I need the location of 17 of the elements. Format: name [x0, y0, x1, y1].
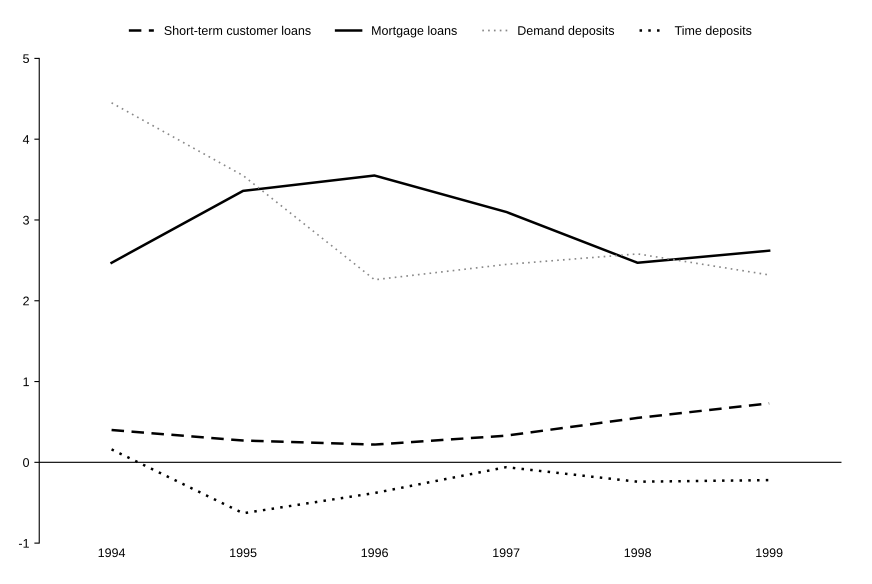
x-tick-label: 1998	[624, 548, 651, 558]
y-tick-label: 0	[23, 458, 30, 467]
x-tick-label: 1995	[230, 548, 256, 558]
y-tick-label: 2	[23, 296, 29, 306]
x-tick-label: 1996	[362, 548, 388, 558]
legend-label: Mortgage loans	[372, 26, 457, 38]
x-tick-label: 1997	[493, 548, 520, 558]
y-tick-label: 1	[24, 377, 29, 386]
y-tick-label: 5	[23, 54, 29, 64]
legend-label: Time deposits	[674, 26, 752, 38]
legend-label: Demand deposits	[518, 26, 614, 38]
x-tick-label: 1999	[756, 548, 782, 558]
y-tick-label: 3	[23, 216, 29, 225]
legend-label: Short-term customer loans	[164, 26, 311, 35]
y-tick-label: 4	[22, 135, 30, 144]
x-tick-label: 1994	[98, 548, 126, 558]
y-tick-label: -1	[18, 539, 29, 548]
